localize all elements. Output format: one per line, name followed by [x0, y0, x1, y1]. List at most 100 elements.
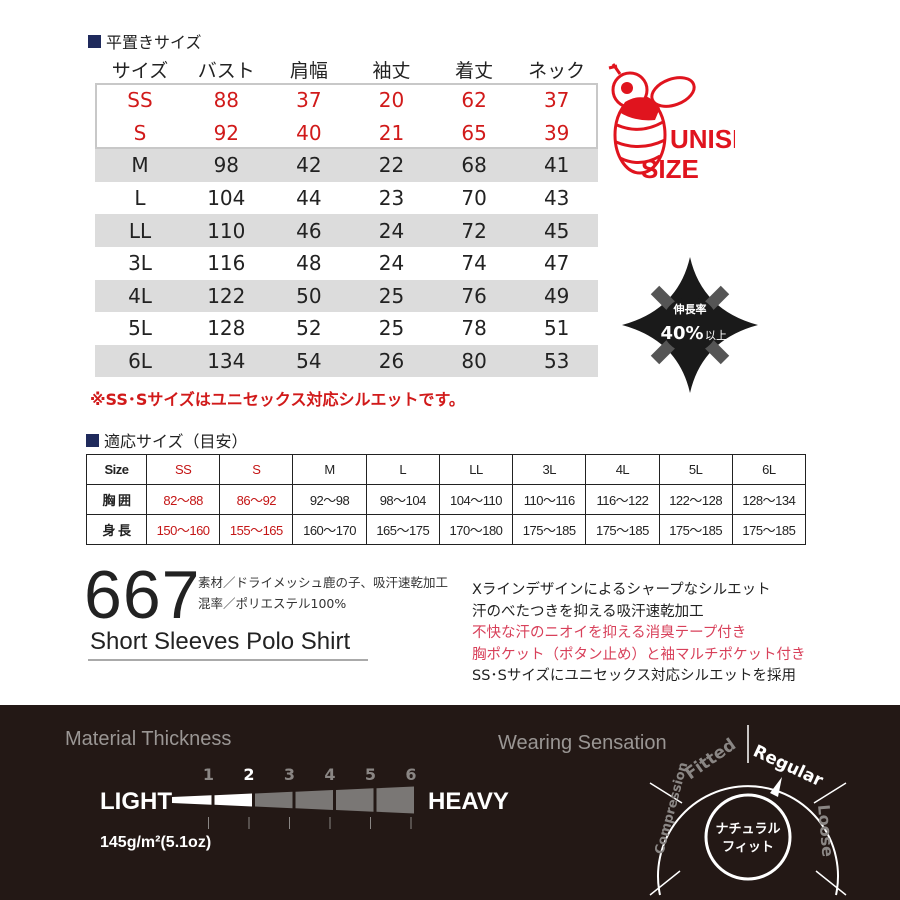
- table-cell: 50: [296, 283, 322, 308]
- table-cell: 40: [296, 120, 322, 145]
- level-label: 3: [284, 765, 295, 784]
- table-row: L 104 44 23 70 43: [95, 182, 598, 215]
- table-cell: 5L: [658, 454, 733, 485]
- column-header: 着丈: [455, 60, 494, 82]
- loose-label: Loose: [814, 804, 838, 858]
- table-cell: 76: [461, 283, 487, 308]
- table-cell: 4L: [128, 283, 152, 308]
- table-cell: 39: [543, 120, 570, 145]
- unisex-note: ※SS･Sサイズはユニセックス対応シルエットです。: [90, 390, 465, 409]
- table-cell: 3L: [512, 454, 587, 485]
- level-label: 5: [365, 765, 376, 784]
- table-cell: L: [365, 454, 440, 485]
- center-line1: ナチュラル: [715, 822, 780, 837]
- table-cell: 22: [378, 153, 405, 178]
- table-row: Size SS S M L LL 3L 4L 5L 6L: [86, 454, 807, 485]
- thickness-segment: [172, 795, 212, 805]
- fit-dial: Compression Fitted Regular Loose ナチュラル フ…: [649, 725, 847, 896]
- center-line2: フィット: [722, 840, 774, 855]
- unisex-rows-frame: [95, 83, 598, 149]
- table-cell: 24: [378, 251, 405, 276]
- thickness-segment: [336, 788, 374, 812]
- table-row: SS 88 37 20 62 37: [95, 84, 598, 117]
- table-cell: 37: [296, 88, 322, 113]
- table-cell: 110: [207, 218, 246, 243]
- table-cell: 78: [461, 316, 487, 341]
- size-text: SIZE: [641, 154, 699, 184]
- table-cell: 110～116: [512, 484, 587, 515]
- divider: [88, 659, 368, 661]
- level-label: 4: [324, 765, 335, 784]
- table-cell: 170～180: [438, 514, 514, 545]
- heading-text: 平置きサイズ: [106, 33, 202, 52]
- table-cell: M: [292, 454, 367, 485]
- stretch-suffix: 以上: [705, 329, 727, 342]
- table-cell: 98: [213, 153, 240, 178]
- table-cell: 68: [461, 153, 487, 178]
- table-cell: 62: [461, 88, 487, 113]
- column-header: バスト: [197, 60, 255, 82]
- column-header: ネック: [528, 60, 586, 82]
- table-row: 5L 128 52 25 78 51: [95, 312, 598, 345]
- table-cell: 胸 囲: [86, 484, 147, 515]
- table-cell: 82～88: [145, 484, 221, 515]
- table-cell: 25: [378, 283, 405, 308]
- thickness-segment: [255, 791, 293, 809]
- table-cell: 175～185: [658, 514, 733, 545]
- table-cell: 53: [543, 349, 570, 374]
- flat-size-heading: 平置きサイズ: [88, 29, 202, 53]
- table-cell: LL: [438, 454, 514, 485]
- square-bullet-icon: [88, 34, 101, 48]
- table-cell: SS: [127, 88, 153, 113]
- heavy-label: HEAVY: [428, 788, 509, 815]
- table-cell: 155～165: [219, 514, 294, 545]
- table-cell: 160～170: [292, 514, 367, 545]
- wearing-heading: Wearing Sensation: [498, 732, 667, 754]
- blend-text: 混率／ポリエステル100%: [198, 596, 347, 611]
- thickness-heading: Material Thickness: [65, 728, 231, 750]
- table-cell: 104～110: [438, 484, 514, 515]
- table-cell: 165～175: [365, 514, 440, 545]
- table-cell: 80: [461, 349, 487, 374]
- table-cell: 92～98: [292, 484, 367, 515]
- table-cell: 116～122: [585, 484, 660, 515]
- table-cell: 45: [543, 218, 570, 243]
- column-header: 肩幅: [289, 60, 328, 82]
- stretch-value: 40%: [660, 323, 703, 344]
- level-label: 1: [203, 765, 214, 784]
- table-cell: 6L: [731, 454, 807, 485]
- fit-size-table: Size SS S M L LL 3L 4L 5L 6L 胸 囲 82～88 86～92 92～98 98～…: [86, 454, 807, 545]
- regular-label: Regular: [750, 741, 827, 791]
- feature-item: SS･Sサイズにユニセックス対応シルエットを採用: [472, 668, 796, 684]
- table-row: 6L 134 54 26 80 53: [95, 344, 598, 378]
- table-cell: 23: [378, 186, 405, 211]
- heading-text: 適応サイズ（目安）: [104, 432, 248, 451]
- table-cell: 5L: [128, 316, 152, 341]
- feature-item: 胸ポケット（ポタン止め）と袖マルチポケット付き: [472, 646, 806, 663]
- flat-size-header: サイズ バスト 肩幅 袖丈 着丈 ネック: [95, 56, 598, 82]
- table-cell: 3L: [128, 251, 152, 276]
- table-row: 3L 116 48 24 74 47: [95, 247, 598, 280]
- table-row: 身 長 150～160 155～165 160～170 165～175 170～180 17…: [86, 514, 807, 545]
- table-cell: LL: [128, 218, 152, 243]
- fit-size-heading: 適応サイズ（目安）: [86, 428, 248, 452]
- table-row: 胸 囲 82～88 86～92 92～98 98～104 104～110 110～116 11…: [86, 484, 807, 515]
- table-cell: 175～185: [585, 514, 660, 545]
- material-text: 素材／ドライメッシュ鹿の子、吸汗速乾加工: [198, 575, 449, 590]
- stretch-label: 伸長率: [673, 302, 707, 316]
- table-cell: L: [134, 186, 146, 211]
- level-label: 2: [243, 765, 254, 784]
- flat-size-table: SS 88 37 20 62 37 S 92 40 21 65 39 M 98 42 22 68 41 L 104 44…: [95, 84, 598, 378]
- table-cell: 身 長: [86, 514, 147, 545]
- table-row: 4L 122 50 25 76 49: [95, 279, 598, 313]
- table-cell: 86～92: [219, 484, 294, 515]
- table-cell: 21: [378, 120, 405, 145]
- table-cell: 116: [207, 251, 246, 276]
- table-cell: SS: [145, 454, 221, 485]
- table-cell: 44: [296, 186, 322, 211]
- thickness-segment: [295, 790, 333, 810]
- table-cell: 122～128: [658, 484, 733, 515]
- table-cell: 25: [378, 316, 405, 341]
- table-cell: 98～104: [365, 484, 440, 515]
- table-cell: 4L: [585, 454, 660, 485]
